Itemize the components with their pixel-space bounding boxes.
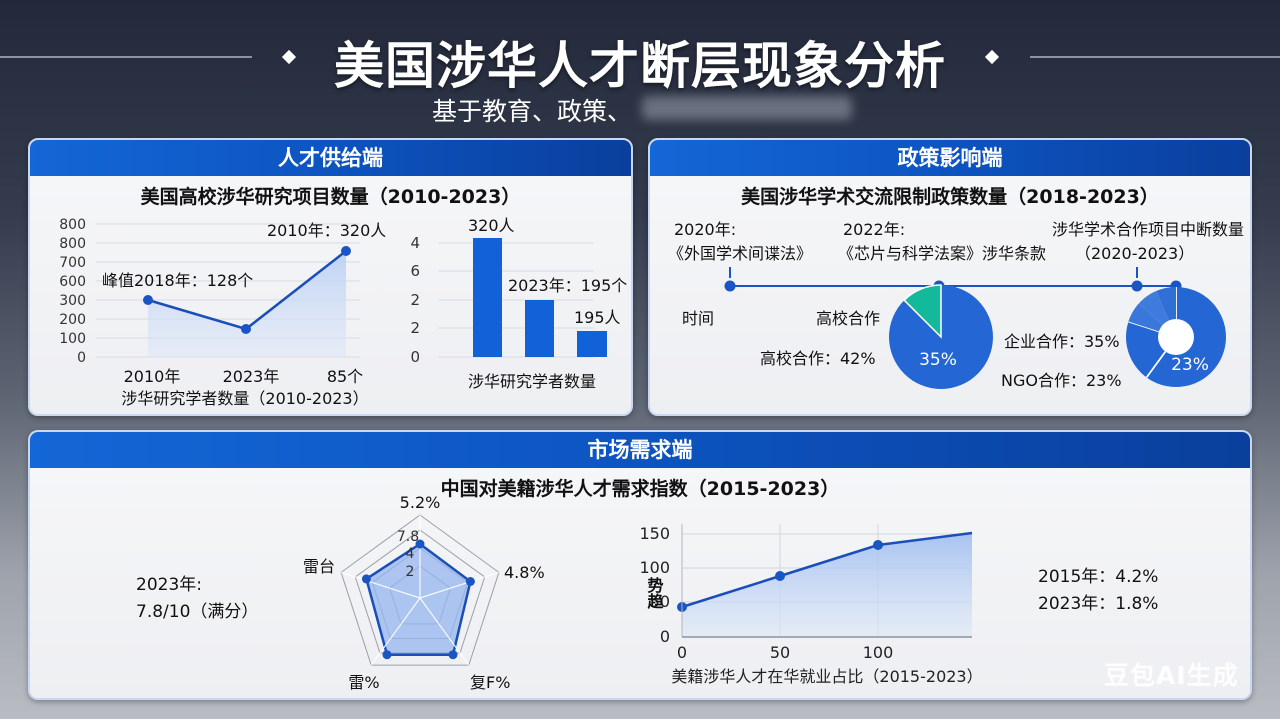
bar-chart-researchers: 4 6 2 2 0 320人 2023年：195个 195人 涉华研究学者数量 xyxy=(410,216,627,391)
timeline-event-title: 涉华学术合作项目中断数量 xyxy=(1052,220,1244,239)
x-tick: 2023年 xyxy=(223,367,280,386)
x-tick: 0 xyxy=(677,643,687,662)
y-tick: 4 xyxy=(410,234,420,252)
radar-note-score: 7.8/10（满分） xyxy=(136,602,259,622)
y-tick: 100 xyxy=(59,331,86,347)
pie-slice-label: 35% xyxy=(919,350,957,370)
donut-slice-label: 23% xyxy=(1171,355,1209,375)
policy-panel-title: 政策影响端 xyxy=(650,140,1250,176)
ai-watermark: 豆包AI生成 xyxy=(1104,661,1239,690)
radar-axis-label: 雷% xyxy=(348,673,379,692)
policy-panel: 政策影响端 美国涉华学术交流限制政策数量（2018-2023） 2020年: 《… xyxy=(648,138,1252,416)
y-tick: 100 xyxy=(639,558,670,577)
pie-label-top: 高校合作 xyxy=(816,309,880,328)
page-subtitle: 基于教育、政策、 xyxy=(432,97,633,126)
bar-label: 195人 xyxy=(574,308,621,327)
pie-label-left: 高校合作：42% xyxy=(760,349,876,368)
radar-chart-demand: 7.8 4 2 5.2% 4.8% 复F% 雷% 雷台 xyxy=(303,493,545,692)
radar-ring-label: 7.8 xyxy=(397,529,419,545)
x-axis-label: 涉华研究学者数量（2010-2023） xyxy=(121,389,368,408)
y-tick: 700 xyxy=(59,255,86,271)
y-axis-label: 势趋 xyxy=(645,576,664,610)
y-tick: 2 xyxy=(410,319,420,337)
supply-chart-title: 美国高校涉华研究项目数量（2010-2023） xyxy=(140,186,521,208)
y-tick: 6 xyxy=(410,262,420,280)
y-tick: 0 xyxy=(660,627,670,646)
x-axis-label: 美籍涉华人才在华就业占比（2015-2023） xyxy=(671,667,982,686)
y-tick: 800 xyxy=(59,236,86,252)
radar-axis-label: 雷台 xyxy=(303,557,335,576)
donut-legend: 企业合作：35% xyxy=(1004,332,1120,351)
y-tick: 800 xyxy=(59,217,86,233)
x-tick: 85个 xyxy=(327,367,363,386)
supply-panel: 人才供给端 美国高校涉华研究项目数量（2010-2023） 800 800 70… xyxy=(28,138,633,416)
y-tick: 0 xyxy=(410,348,420,366)
policy-chart-title: 美国涉华学术交流限制政策数量（2018-2023） xyxy=(741,186,1159,208)
timeline-event-range: （2020-2023） xyxy=(1075,244,1194,263)
donut-chart-cooperation: 23% xyxy=(1126,287,1226,387)
bar-label: 2023年：195个 xyxy=(508,276,627,295)
timeline-event-name: 《芯片与科学法案》涉华条款 xyxy=(838,244,1046,263)
peak-annotation: 峰值2018年：128个 xyxy=(102,271,253,290)
timeline-axis-label: 时间 xyxy=(682,309,714,328)
market-panel: 市场需求端 中国对美籍涉华人才需求指数（2015-2023） 2023年: 7.… xyxy=(28,430,1252,700)
bar-label: 320人 xyxy=(468,216,515,235)
y-tick: 50 xyxy=(650,592,670,611)
radar-axis-label: 复F% xyxy=(470,673,510,692)
line-chart-researchers: 800 800 700 600 300 200 100 0 峰值2018年：12… xyxy=(59,217,386,408)
page-title: 美国涉华人才断层现象分析 xyxy=(334,37,946,95)
x-tick: 50 xyxy=(770,643,790,662)
y-tick: 200 xyxy=(59,312,86,328)
trend-note-2015: 2015年：4.2% xyxy=(1038,567,1159,587)
trend-note: 2015年：4.2% 2023年：1.8% xyxy=(1038,564,1158,618)
x-tick: 2010年 xyxy=(124,367,181,386)
y-tick: 150 xyxy=(639,524,670,543)
blurred-subtitle-region xyxy=(642,96,852,120)
x-tick: 100 xyxy=(863,643,894,662)
trend-note-2023: 2023年：1.8% xyxy=(1038,594,1159,614)
radar-note: 2023年: 7.8/10（满分） xyxy=(136,572,258,626)
policy-timeline: 2020年: 《外国学术间谍法》 2022年: 《芯片与科学法案》涉华条款 涉华… xyxy=(668,220,1244,390)
radar-axis-label: 4.8% xyxy=(504,563,545,582)
x-axis-label: 涉华研究学者数量 xyxy=(468,372,596,391)
timeline-event-name: 《外国学术间谍法》 xyxy=(668,244,812,263)
timeline-event-year: 2022年: xyxy=(843,220,905,239)
market-panel-title: 市场需求端 xyxy=(30,432,1250,468)
area-chart-employment: 150 100 50 0 势趋 0 50 100 美籍涉华人才在华就业占比（20… xyxy=(639,524,983,686)
radar-ring-label: 4 xyxy=(406,546,415,562)
y-tick: 2 xyxy=(410,291,420,309)
supply-panel-title: 人才供给端 xyxy=(30,140,631,176)
market-chart-title: 中国对美籍涉华人才需求指数（2015-2023） xyxy=(440,478,840,500)
radar-ring-label: 2 xyxy=(406,564,415,580)
pie-chart-cooperation: 35% xyxy=(889,284,993,389)
timeline-event-year: 2020年: xyxy=(674,220,736,239)
title-divider-left xyxy=(0,56,252,58)
y-tick: 300 xyxy=(59,293,86,309)
radar-axis-label: 5.2% xyxy=(400,493,441,512)
endpoint-annotation: 2010年：320人 xyxy=(267,221,386,240)
y-tick: 0 xyxy=(77,350,86,366)
title-divider-right xyxy=(1030,56,1280,58)
radar-note-year: 2023年: xyxy=(136,575,202,595)
donut-legend: NGO合作：23% xyxy=(1001,371,1122,390)
y-tick: 600 xyxy=(59,274,86,290)
